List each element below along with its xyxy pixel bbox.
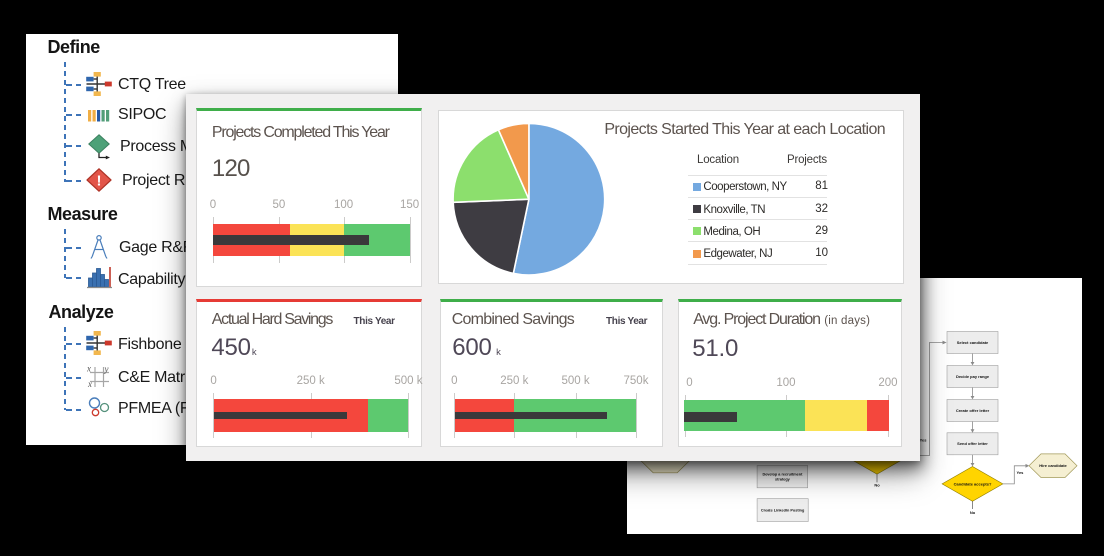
svg-text:No: No xyxy=(874,482,880,487)
svg-text:!: ! xyxy=(96,173,101,190)
svg-text:Candidate accepts?: Candidate accepts? xyxy=(954,481,992,486)
svg-text:Yes: Yes xyxy=(920,437,928,442)
svg-text:strategy: strategy xyxy=(775,477,791,481)
svg-text:Create offer letter: Create offer letter xyxy=(956,407,990,412)
svg-text:Yes: Yes xyxy=(1017,470,1025,475)
svg-text:Hire candidate: Hire candidate xyxy=(1039,463,1067,468)
svg-text:No: No xyxy=(970,510,976,515)
svg-text:x: x xyxy=(87,365,91,374)
svg-text:Develop a recruitment: Develop a recruitment xyxy=(762,472,803,476)
svg-text:Decide pay range: Decide pay range xyxy=(956,373,990,378)
svg-text:y: y xyxy=(103,365,108,374)
svg-text:Send offer letter: Send offer letter xyxy=(957,441,988,446)
svg-text:x: x xyxy=(87,379,92,389)
svg-text:Create LinkedIn Posting: Create LinkedIn Posting xyxy=(761,508,805,512)
svg-text:Select candidate: Select candidate xyxy=(957,340,989,345)
